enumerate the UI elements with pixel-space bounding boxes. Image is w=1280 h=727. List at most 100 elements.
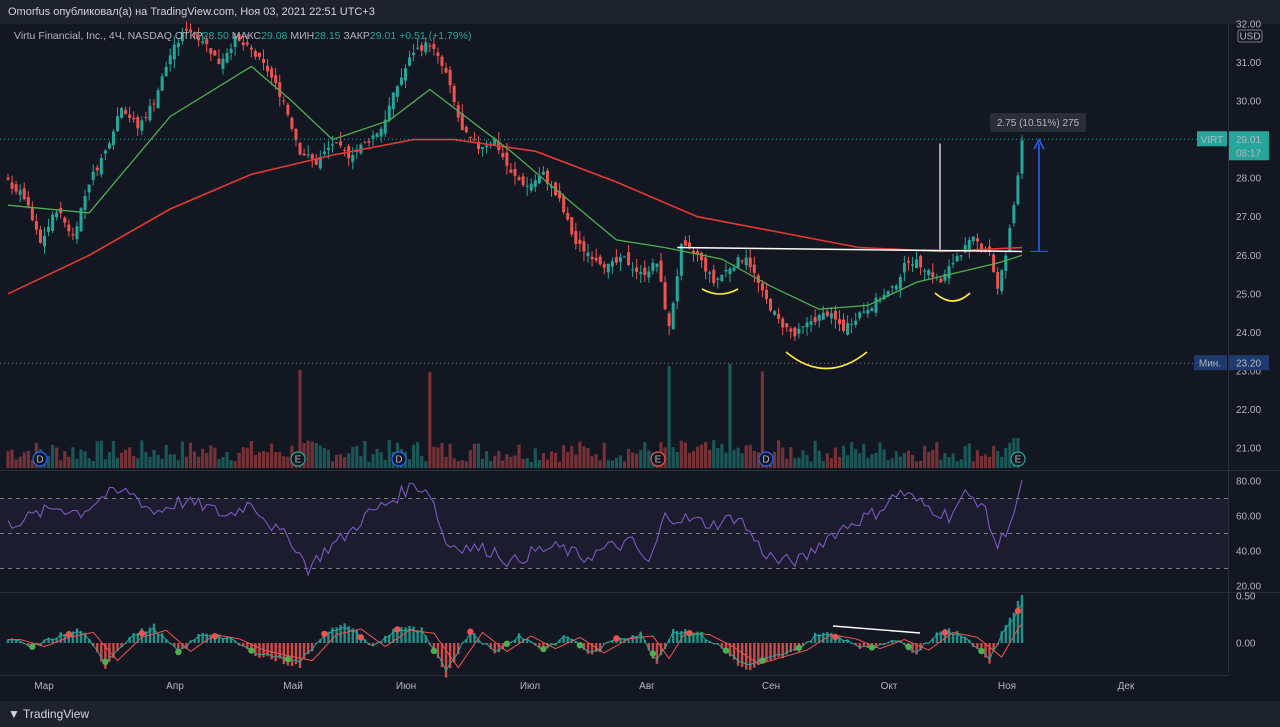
volume-bar <box>708 450 712 468</box>
oscillator-bar <box>671 628 675 643</box>
oscillator-bar <box>793 643 797 651</box>
candle-body <box>351 155 355 162</box>
volume-bar <box>797 457 801 468</box>
oscillator-bar <box>347 626 350 643</box>
candle-body <box>371 135 375 139</box>
currency-badge-box <box>1237 29 1263 43</box>
candle-body <box>550 185 554 188</box>
volume-bar <box>428 371 432 468</box>
volume-bar <box>379 452 383 468</box>
volume-bar <box>955 461 959 468</box>
candle-body <box>47 226 51 232</box>
candle-body <box>87 184 91 193</box>
volume-bar <box>878 442 882 468</box>
candle-body <box>43 235 47 247</box>
price-tag-value: 29.01 <box>1236 135 1261 146</box>
candle-body <box>290 117 294 129</box>
candle-body <box>160 76 164 91</box>
close-value: 29.01 <box>369 30 397 42</box>
volume-bar <box>614 457 618 468</box>
oscillator-bar <box>493 643 496 654</box>
volume-bar <box>647 450 651 468</box>
candle-body <box>793 327 797 337</box>
event-badge-label: E <box>1015 455 1022 466</box>
volume-bar <box>594 454 598 468</box>
oscillator-bar <box>457 643 460 655</box>
volume-bar <box>136 458 140 468</box>
oscillator-bar <box>116 643 119 652</box>
candle-body <box>257 52 261 58</box>
candle-body <box>675 276 679 302</box>
volume-bar <box>274 452 278 468</box>
oscillator-bar <box>473 633 476 643</box>
candle-body <box>420 45 424 51</box>
candle-body <box>136 116 140 129</box>
volume-bar <box>83 451 87 468</box>
oscillator-cross-dot <box>102 658 109 665</box>
price-tick-label: 28.00 <box>1236 174 1261 185</box>
volume-bar <box>712 440 716 468</box>
volume-bar <box>282 456 286 468</box>
candle-body <box>67 224 71 232</box>
oscillator-bar <box>635 636 638 643</box>
candle-body <box>367 141 371 143</box>
oscillator-bar <box>955 630 959 643</box>
published-text: Omorfus опубликовал(а) на TradingView.co… <box>8 6 375 18</box>
oscillator-bar <box>400 627 403 643</box>
candle-body <box>525 185 529 187</box>
candle-body <box>696 251 700 255</box>
volume-series <box>6 363 1020 468</box>
oscillator-bar <box>363 639 367 643</box>
time-tick-label: Дек <box>1118 681 1135 692</box>
volume-bar <box>671 447 675 468</box>
candle-body <box>760 283 764 291</box>
volume-bar <box>209 445 213 468</box>
oscillator-bar <box>136 633 139 643</box>
time-tick-label: Авг <box>639 681 655 692</box>
candle-body <box>282 100 286 102</box>
volume-bar <box>598 460 602 468</box>
oscillator-cross-dot <box>357 634 365 641</box>
candle-body <box>655 263 659 267</box>
price-tick-label: 30.00 <box>1236 97 1261 108</box>
oscillator-bar <box>688 633 691 643</box>
candle-body <box>481 147 485 150</box>
candle-body <box>854 320 858 325</box>
volume-bar <box>497 451 501 468</box>
candle-body <box>708 272 712 274</box>
oscillator-bar <box>1020 595 1024 643</box>
candle-body <box>128 114 132 118</box>
candle-body <box>91 171 95 180</box>
oscillator-bar <box>83 632 87 643</box>
oscillator-bar <box>379 641 383 643</box>
candle-body <box>298 143 302 155</box>
candle-body <box>79 208 83 232</box>
candle-body <box>99 157 103 175</box>
oscillator-bar <box>761 643 764 664</box>
candle-body <box>318 156 322 169</box>
volume-bar <box>967 443 971 468</box>
volume-bar <box>740 453 744 468</box>
candle-body <box>618 257 622 262</box>
candle-body <box>651 262 655 272</box>
candle-body <box>979 243 983 249</box>
rsi-tick-label: 20.00 <box>1236 582 1261 593</box>
volume-bar <box>1004 448 1008 468</box>
oscillator-bar <box>311 643 314 652</box>
candle-body <box>71 233 75 236</box>
candle-body <box>582 241 586 252</box>
oscillator-bar <box>6 639 10 643</box>
oscillator-cross-dot <box>649 650 657 657</box>
candle-body <box>501 153 505 158</box>
volume-bar <box>375 449 379 468</box>
volume-bar <box>111 440 116 468</box>
candle-body <box>30 207 34 221</box>
tradingview-logo[interactable]: ▼ TradingView <box>8 707 89 721</box>
candle-body <box>448 69 452 86</box>
right-shoulder-arc <box>934 292 971 302</box>
volume-bar <box>347 453 351 468</box>
candle-body <box>635 267 639 272</box>
change-value: +0.51 (+1.79%) <box>399 30 472 42</box>
volume-bar <box>286 456 290 468</box>
